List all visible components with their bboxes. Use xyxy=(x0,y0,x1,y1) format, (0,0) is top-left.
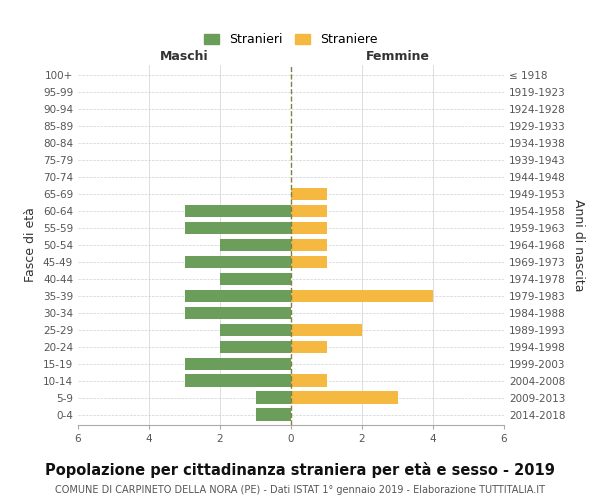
Bar xyxy=(291,340,326,353)
Text: COMUNE DI CARPINETO DELLA NORA (PE) - Dati ISTAT 1° gennaio 2019 - Elaborazione : COMUNE DI CARPINETO DELLA NORA (PE) - Da… xyxy=(55,485,545,495)
Bar xyxy=(220,324,291,336)
Bar xyxy=(291,374,326,387)
Bar xyxy=(185,222,291,234)
Bar xyxy=(185,204,291,218)
Bar xyxy=(185,358,291,370)
Bar xyxy=(185,306,291,320)
Bar xyxy=(185,256,291,268)
Text: Maschi: Maschi xyxy=(160,50,209,64)
Y-axis label: Anni di nascita: Anni di nascita xyxy=(572,198,585,291)
Bar xyxy=(220,238,291,252)
Bar xyxy=(185,290,291,302)
Text: Femmine: Femmine xyxy=(365,50,430,64)
Bar xyxy=(256,392,291,404)
Bar xyxy=(185,374,291,387)
Bar xyxy=(256,408,291,421)
Bar xyxy=(291,392,398,404)
Bar xyxy=(291,222,326,234)
Bar xyxy=(291,188,326,200)
Bar xyxy=(291,256,326,268)
Bar xyxy=(220,340,291,353)
Legend: Stranieri, Straniere: Stranieri, Straniere xyxy=(199,28,383,51)
Y-axis label: Fasce di età: Fasce di età xyxy=(25,208,37,282)
Bar xyxy=(291,238,326,252)
Bar xyxy=(220,272,291,285)
Bar xyxy=(291,290,433,302)
Text: Popolazione per cittadinanza straniera per età e sesso - 2019: Popolazione per cittadinanza straniera p… xyxy=(45,462,555,478)
Bar xyxy=(291,324,362,336)
Bar xyxy=(291,204,326,218)
